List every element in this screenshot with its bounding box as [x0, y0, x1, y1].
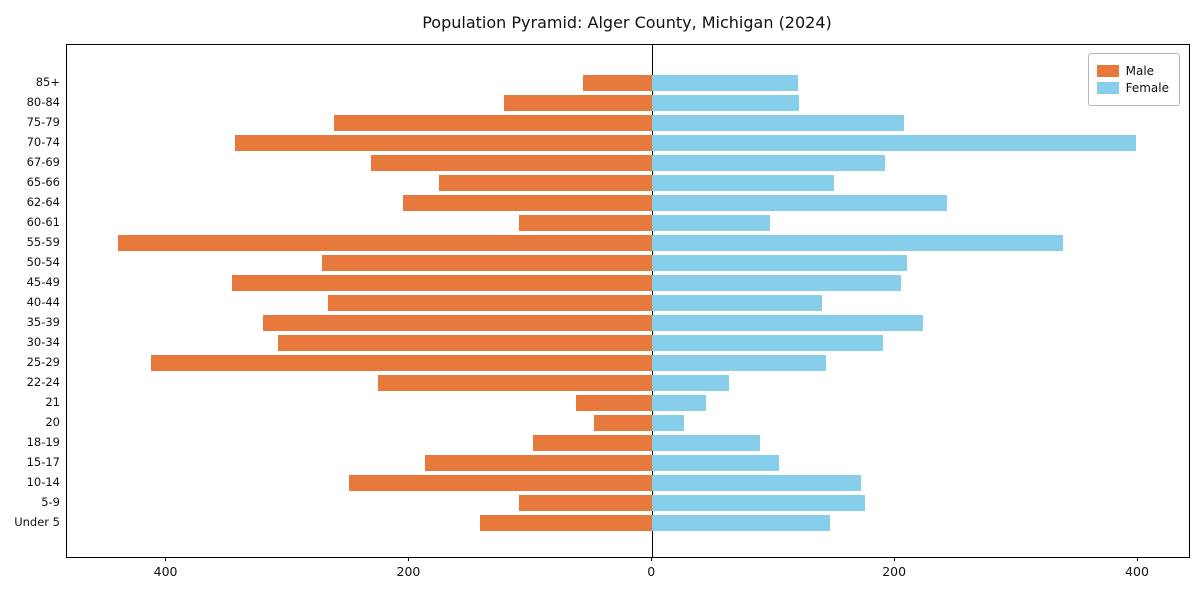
male-bar-50-54 — [322, 255, 653, 271]
female-bar-62-64 — [652, 195, 948, 211]
y-tick-label-45-49: 45-49 — [26, 275, 60, 289]
y-tick-label-62-64: 62-64 — [26, 195, 60, 209]
y-tick-label-25-29: 25-29 — [26, 355, 60, 369]
female-bar-Under 5 — [652, 515, 830, 531]
male-bar-65-66 — [438, 175, 653, 191]
male-bar-75-79 — [334, 115, 653, 131]
male-bar-35-39 — [262, 315, 653, 331]
female-bar-22-24 — [652, 375, 729, 391]
male-bar-55-59 — [118, 235, 653, 251]
male-bar-18-19 — [533, 435, 653, 451]
x-tick-mark-0 — [650, 557, 652, 561]
female-bar-80-84 — [652, 95, 800, 111]
y-tick-label-20: 20 — [45, 415, 60, 429]
female-bar-50-54 — [652, 255, 908, 271]
legend-entry-male: Male — [1096, 64, 1169, 78]
female-bar-15-17 — [652, 455, 779, 471]
female-bar-20 — [652, 415, 684, 431]
male-bar-10-14 — [348, 475, 653, 491]
x-tick-mark-200 — [407, 557, 409, 561]
male-bar-70-74 — [234, 135, 653, 151]
female-bar-18-19 — [652, 435, 761, 451]
x-tick-mark-200 — [893, 557, 895, 561]
male-color-swatch-icon — [1096, 65, 1119, 77]
x-tick-mark-400 — [165, 557, 167, 561]
male-bar-20 — [594, 415, 653, 431]
y-tick-label-15-17: 15-17 — [26, 455, 60, 469]
male-bar-22-24 — [377, 375, 653, 391]
chart-title: Population Pyramid: Alger County, Michig… — [422, 13, 832, 32]
legend-label-male: Male — [1125, 64, 1155, 78]
y-tick-label-70-74: 70-74 — [26, 135, 60, 149]
male-bar-5-9 — [518, 495, 653, 511]
female-bar-25-29 — [652, 355, 826, 371]
male-bar-60-61 — [518, 215, 653, 231]
legend-label-female: Female — [1125, 81, 1169, 95]
female-bar-30-34 — [652, 335, 883, 351]
female-bar-85+ — [652, 75, 798, 91]
y-tick-label-10-14: 10-14 — [26, 475, 60, 489]
male-bar-40-44 — [328, 295, 653, 311]
plot-area: Male Female — [66, 44, 1190, 558]
y-tick-label-30-34: 30-34 — [26, 335, 60, 349]
y-axis-tick-labels: 85+ 80-84 75-79 70-74 67-69 65-66 62-64 60-61 55… — [0, 44, 60, 556]
female-bar-10-14 — [652, 475, 862, 491]
x-tick-label-400: 400 — [1125, 564, 1149, 579]
y-tick-label-35-39: 35-39 — [26, 315, 60, 329]
female-bar-35-39 — [652, 315, 924, 331]
x-tick-label-0: 0 — [647, 564, 656, 579]
y-tick-label-65-66: 65-66 — [26, 175, 60, 189]
x-tick-label-400: 400 — [153, 564, 178, 579]
female-bar-40-44 — [652, 295, 823, 311]
male-bar-15-17 — [425, 455, 653, 471]
female-bar-45-49 — [652, 275, 902, 291]
y-tick-label-85+: 85+ — [35, 75, 60, 89]
male-bar-80-84 — [504, 95, 653, 111]
x-tick-label-200: 200 — [882, 564, 907, 579]
y-tick-label-18-19: 18-19 — [26, 435, 60, 449]
legend-entry-female: Female — [1096, 81, 1169, 95]
male-bar-30-34 — [278, 335, 653, 351]
y-tick-label-22-24: 22-24 — [26, 375, 60, 389]
y-tick-label-21: 21 — [45, 395, 60, 409]
legend: Male Female — [1087, 53, 1180, 106]
female-bar-55-59 — [652, 235, 1063, 251]
male-bar-25-29 — [150, 355, 653, 371]
y-tick-label-67-69: 67-69 — [26, 155, 60, 169]
male-bar-85+ — [583, 75, 653, 91]
x-tick-mark-400 — [1136, 557, 1138, 561]
female-color-swatch-icon — [1096, 82, 1119, 94]
y-tick-label-55-59: 55-59 — [26, 235, 60, 249]
x-axis-tick-labels: 400 200 0 200 400 — [66, 557, 1188, 587]
y-tick-label-40-44: 40-44 — [26, 295, 60, 309]
female-bar-75-79 — [652, 115, 904, 131]
y-tick-label-60-61: 60-61 — [26, 215, 60, 229]
y-tick-label-5-9: 5-9 — [41, 495, 60, 509]
male-bar-45-49 — [232, 275, 653, 291]
female-bar-5-9 — [652, 495, 865, 511]
female-bar-60-61 — [652, 215, 771, 231]
female-bar-21 — [652, 395, 706, 411]
x-tick-label-200: 200 — [396, 564, 421, 579]
female-bar-65-66 — [652, 175, 835, 191]
y-tick-label-80-84: 80-84 — [26, 95, 60, 109]
male-bar-21 — [575, 395, 653, 411]
male-bar-67-69 — [370, 155, 653, 171]
male-bar-Under 5 — [479, 515, 653, 531]
y-tick-label-75-79: 75-79 — [26, 115, 60, 129]
female-bar-67-69 — [652, 155, 886, 171]
female-bar-70-74 — [652, 135, 1136, 151]
y-tick-label-50-54: 50-54 — [26, 255, 60, 269]
male-bar-62-64 — [403, 195, 653, 211]
y-tick-label-Under 5: Under 5 — [14, 515, 60, 529]
